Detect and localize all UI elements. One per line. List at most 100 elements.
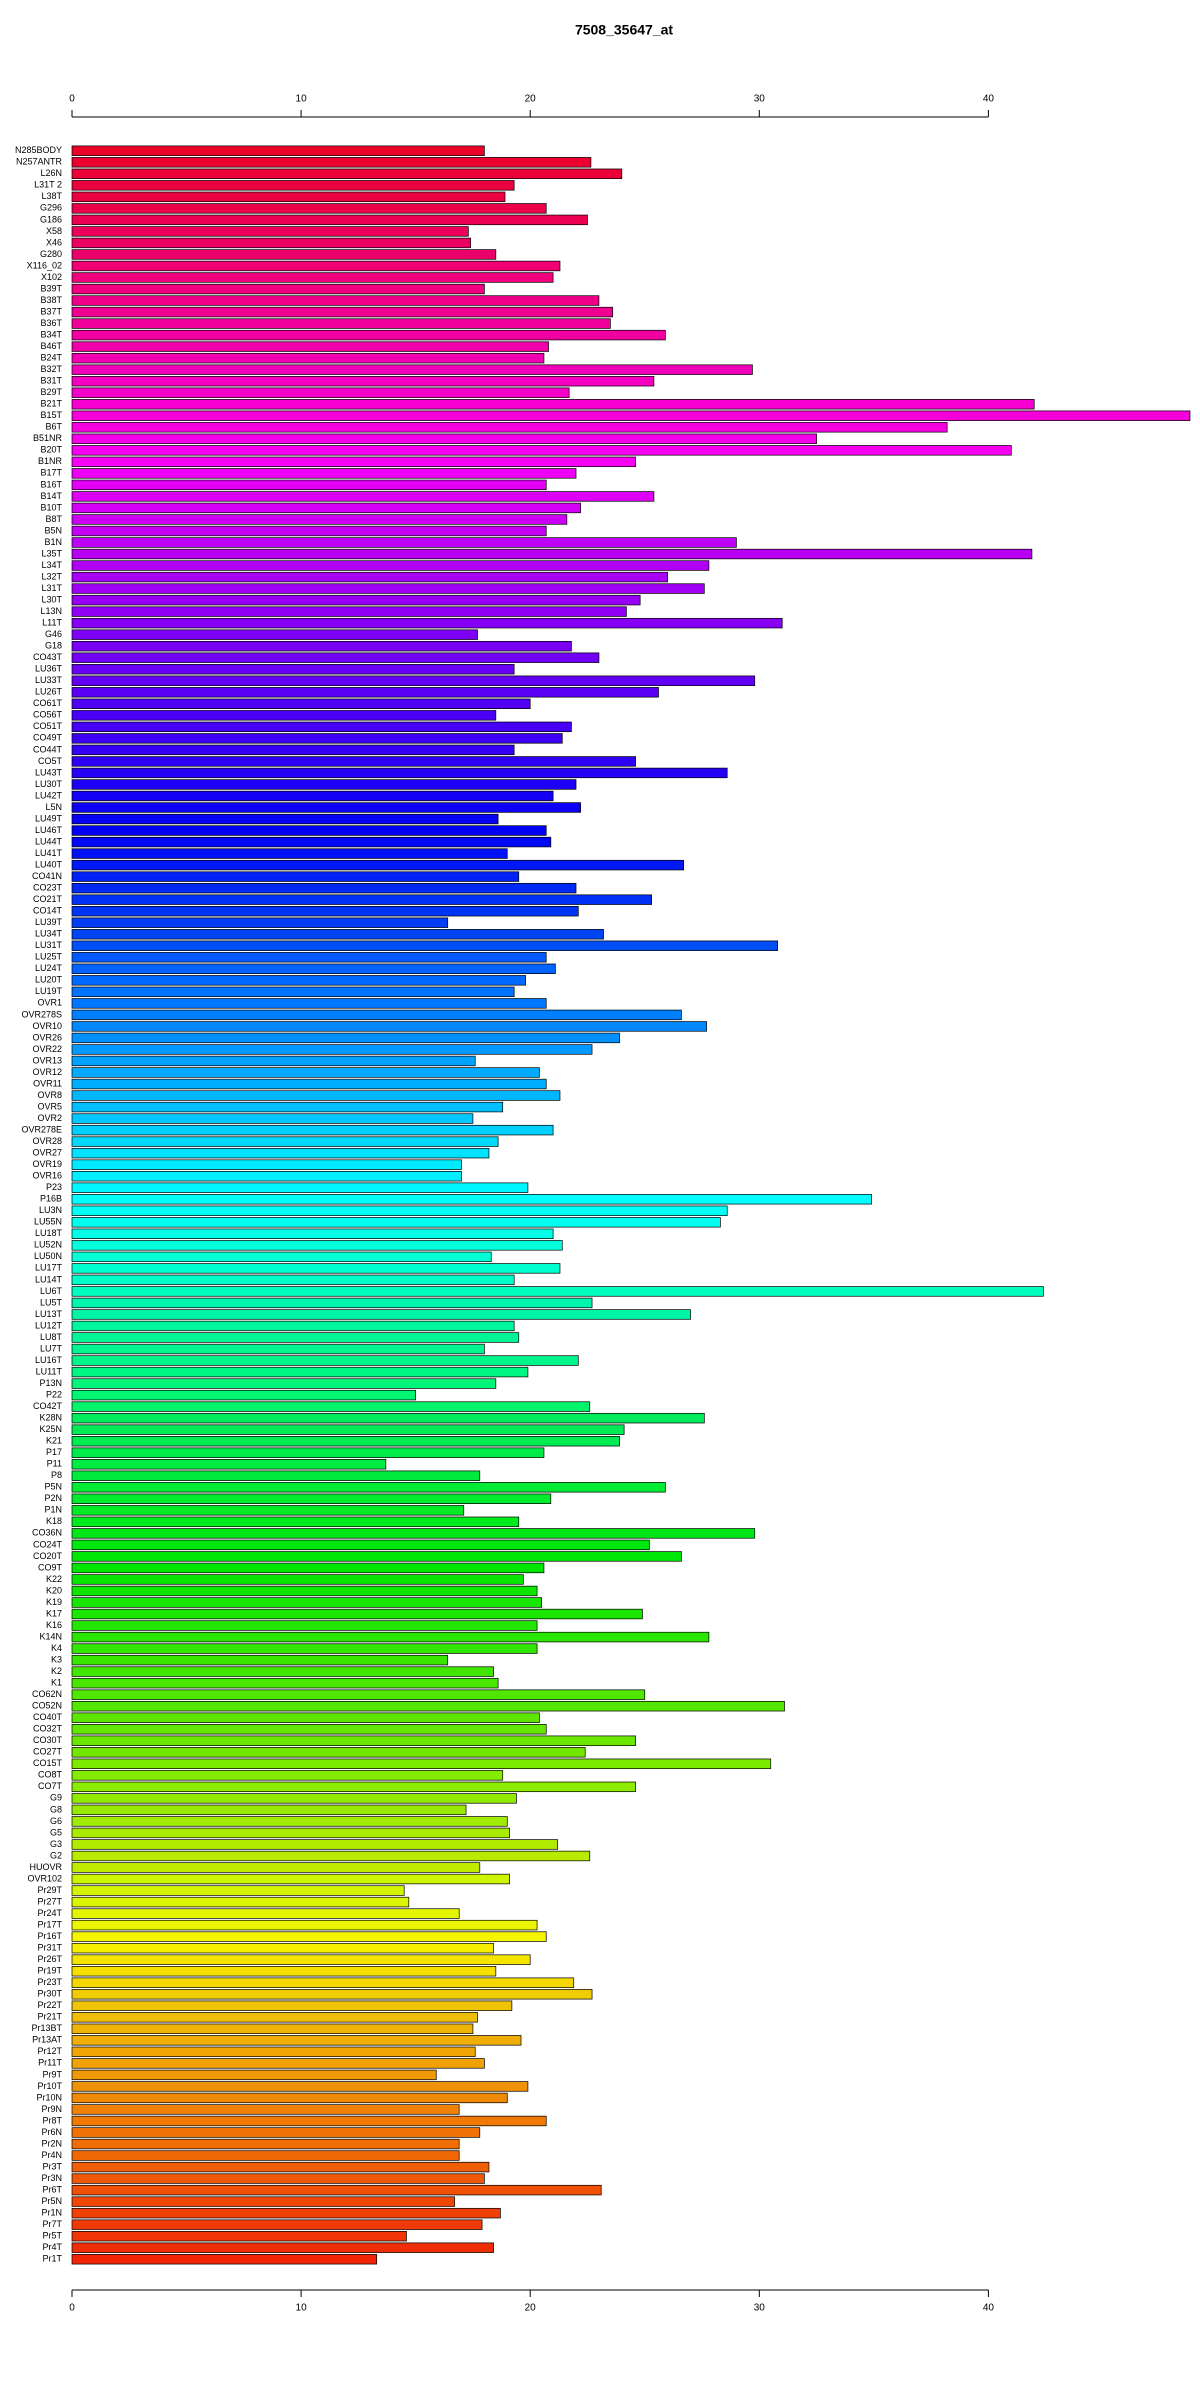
y-tick-label: Pr1T bbox=[42, 2254, 62, 2264]
bar bbox=[71, 1966, 497, 1977]
y-tick-label: CO44T bbox=[33, 744, 63, 754]
y-tick-label: OVR10 bbox=[32, 1021, 62, 1031]
y-tick-label: LU50N bbox=[34, 1251, 62, 1261]
bar bbox=[71, 2012, 478, 2023]
y-tick-label: B51NR bbox=[33, 433, 63, 443]
y-tick-label: LU16T bbox=[35, 1355, 63, 1365]
y-tick-label: L5N bbox=[45, 802, 62, 812]
bar bbox=[71, 1689, 646, 1700]
y-tick-label: B5N bbox=[44, 525, 62, 535]
y-tick-label: K16 bbox=[46, 1620, 62, 1630]
y-tick-label: K20 bbox=[46, 1585, 62, 1595]
y-tick-label: L38T bbox=[41, 191, 62, 201]
y-tick-label: B6T bbox=[45, 422, 62, 432]
y-tick-label: LU18T bbox=[35, 1228, 63, 1238]
y-tick-label: G5 bbox=[50, 1827, 62, 1837]
bar bbox=[71, 871, 520, 882]
bar bbox=[71, 295, 600, 306]
y-tick-label: L32T bbox=[41, 571, 62, 581]
bar bbox=[71, 1701, 785, 1712]
bar bbox=[71, 237, 471, 249]
y-tick-label: B34T bbox=[40, 329, 62, 339]
y-tick-label: Pr4T bbox=[42, 2242, 62, 2252]
bar bbox=[71, 825, 547, 836]
bar bbox=[71, 606, 627, 617]
bar bbox=[71, 1378, 497, 1389]
y-tick-label: CO32T bbox=[33, 1724, 63, 1734]
bar bbox=[71, 594, 641, 606]
bar bbox=[71, 1919, 538, 1931]
bar bbox=[71, 433, 817, 444]
bar bbox=[71, 1274, 515, 1286]
y-tick-label: LU8T bbox=[40, 1332, 63, 1342]
y-tick-label: CO30T bbox=[33, 1735, 63, 1745]
bar bbox=[71, 364, 753, 375]
y-tick-label: OVR278E bbox=[21, 1124, 62, 1134]
bar bbox=[71, 352, 545, 364]
bar bbox=[71, 1263, 561, 1274]
bar bbox=[71, 1240, 563, 1251]
bar bbox=[71, 2196, 455, 2207]
bar bbox=[71, 1032, 620, 1044]
y-tick-label: OVR28 bbox=[32, 1136, 62, 1146]
bar bbox=[71, 168, 623, 179]
y-tick-label: Pr27T bbox=[37, 1896, 62, 1906]
bar bbox=[71, 1044, 593, 1055]
bar bbox=[71, 1182, 529, 1193]
y-tick-label: LU3N bbox=[39, 1205, 62, 1215]
bar bbox=[71, 560, 710, 571]
bar bbox=[71, 548, 1033, 560]
bar bbox=[71, 341, 549, 352]
y-tick-label: CO23T bbox=[33, 883, 63, 893]
y-tick-label: L31T bbox=[41, 583, 62, 593]
y-tick-label: Pr21T bbox=[37, 2012, 62, 2022]
bar bbox=[71, 1194, 872, 1205]
y-tick-label: CO41N bbox=[32, 871, 62, 881]
bar bbox=[71, 1320, 515, 1332]
bar bbox=[71, 260, 561, 272]
y-tick-label: X58 bbox=[46, 226, 62, 236]
bar bbox=[71, 917, 449, 928]
bar bbox=[71, 422, 948, 433]
y-tick-label: G6 bbox=[50, 1816, 62, 1826]
y-tick-label: L34T bbox=[41, 560, 62, 570]
y-tick-label: LU24T bbox=[35, 963, 63, 973]
bar bbox=[71, 1873, 510, 1885]
bar bbox=[71, 376, 655, 387]
bar bbox=[71, 2150, 460, 2161]
y-tick-label: P16B bbox=[40, 1194, 62, 1204]
y-tick-label: LU36T bbox=[35, 664, 63, 674]
y-tick-label: B1N bbox=[44, 537, 62, 547]
y-tick-label: P11 bbox=[47, 1459, 62, 1469]
x-tick-label: 20 bbox=[525, 94, 537, 105]
bar bbox=[71, 733, 563, 744]
bar bbox=[71, 2104, 460, 2115]
y-tick-label: LU40T bbox=[35, 859, 63, 869]
y-tick-label: OVR22 bbox=[32, 1044, 62, 1054]
bar bbox=[71, 2184, 602, 2196]
bar bbox=[71, 410, 1191, 421]
bar bbox=[71, 1758, 772, 1769]
y-tick-label: G18 bbox=[45, 641, 62, 651]
y-tick-label: Pr6N bbox=[41, 2127, 62, 2137]
y-tick-label: B14T bbox=[40, 491, 62, 501]
y-tick-label: L30T bbox=[41, 594, 62, 604]
bar bbox=[71, 1585, 538, 1597]
bar bbox=[71, 744, 515, 756]
y-tick-label: LU25T bbox=[35, 952, 63, 962]
chart-title: 7508_35647_at bbox=[575, 22, 673, 38]
y-tick-label: K28N bbox=[39, 1413, 62, 1423]
bar bbox=[71, 1090, 561, 1101]
y-tick-label: N257ANTR bbox=[16, 157, 63, 167]
bar bbox=[71, 698, 531, 709]
y-tick-label: CO9T bbox=[38, 1562, 63, 1572]
bar bbox=[71, 399, 1035, 410]
y-tick-label: G46 bbox=[45, 629, 62, 639]
y-tick-label: LU19T bbox=[35, 986, 63, 996]
bar bbox=[71, 2046, 476, 2058]
y-tick-label: B24T bbox=[40, 353, 62, 363]
bar bbox=[71, 1654, 449, 1666]
bar bbox=[71, 1101, 504, 1113]
bar bbox=[71, 641, 572, 652]
y-tick-label: LU42T bbox=[35, 790, 63, 800]
